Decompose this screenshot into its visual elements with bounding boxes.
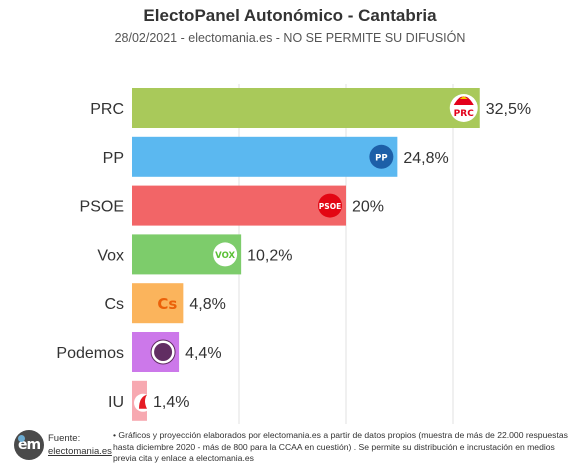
logo-label: VOX: [215, 251, 235, 261]
source-link[interactable]: electomania.es: [48, 446, 112, 457]
prc-logo-icon: PRC: [449, 94, 478, 122]
category-label: Vox: [97, 247, 124, 264]
bar: [132, 136, 398, 177]
podemos-logo-icon: [150, 339, 176, 365]
footer: em Fuente: electomania.es • Gráficos y p…: [0, 424, 580, 471]
pp-logo-icon: PP: [369, 144, 394, 169]
chart-subtitle: 28/02/2021 - electomania.es - NO SE PERM…: [114, 31, 466, 45]
category-label: Podemos: [56, 345, 124, 362]
vox-logo-icon: VOX: [213, 242, 238, 267]
value-label: 4,8%: [189, 296, 225, 313]
cs-logo-icon: Cs: [157, 295, 177, 313]
logo-label: PRC: [454, 109, 475, 119]
bar-chart: PRC PRC 32,5% PP PP 24,8% PSOE PSOE 20% Vox VOX 10,…: [56, 84, 531, 424]
value-label: 10,2%: [247, 247, 292, 264]
psoe-logo-icon: PSOE: [318, 193, 342, 218]
source-label: Fuente:: [48, 433, 81, 444]
value-label: 24,8%: [403, 150, 448, 167]
category-label: PRC: [90, 101, 124, 118]
category-label: PP: [103, 150, 124, 167]
category-label: Cs: [104, 296, 124, 313]
value-label: 1,4%: [153, 394, 189, 411]
value-label: 32,5%: [486, 101, 531, 118]
value-label: 4,4%: [185, 345, 221, 362]
logo-label: PSOE: [319, 202, 341, 211]
logo-label: Cs: [157, 295, 177, 313]
chart-title: ElectoPanel Autonómico - Cantabria: [143, 6, 437, 25]
value-label: 20%: [352, 199, 384, 216]
footer-note: • Gráficos y proyección elaborados por e…: [113, 430, 568, 463]
iu-logo-icon: [134, 393, 152, 412]
bar: [132, 185, 346, 226]
electomania-logo-icon: em: [14, 430, 44, 460]
category-label: PSOE: [80, 199, 124, 216]
bar: [132, 283, 184, 324]
category-label: IU: [108, 394, 124, 411]
bar: [132, 88, 480, 128]
logo-label: PP: [375, 153, 387, 163]
